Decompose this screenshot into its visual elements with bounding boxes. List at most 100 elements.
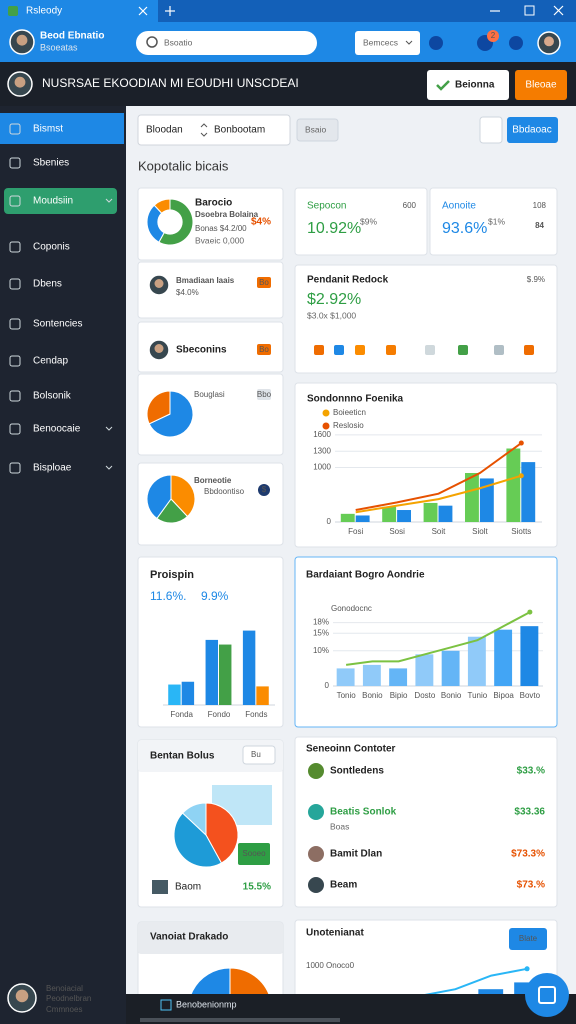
- kpi-extra: 84: [535, 221, 544, 230]
- x-tick-label: Fonds: [245, 710, 267, 719]
- avatar-face: [154, 279, 164, 288]
- chevron: [105, 465, 113, 470]
- legend-icon: [314, 345, 324, 355]
- fab-icon: [538, 986, 556, 1004]
- sidebar-user-name: Benoiacial: [46, 984, 83, 993]
- kpi-card: [294, 187, 428, 256]
- bar: [506, 448, 521, 522]
- line-end-dot: [518, 473, 524, 479]
- icon-button[interactable]: [429, 36, 443, 50]
- pie-slice: [181, 802, 207, 837]
- nav-active: [0, 113, 124, 144]
- search-placeholder: Bsoatio: [164, 37, 193, 47]
- contact-avatar: [308, 846, 324, 862]
- user-name: Beod Ebnatio: [40, 31, 104, 42]
- person-value: $4.0%: [176, 288, 199, 297]
- person-name: Sbeconins: [176, 345, 227, 356]
- nav-item[interactable]: Sbenies: [33, 158, 69, 169]
- x-tick-label: Bipio: [390, 691, 408, 700]
- badge-label: Bo: [259, 345, 269, 354]
- card-title: Bardaiant Bogro Aondrie: [306, 570, 425, 581]
- select-label: Bu: [251, 750, 261, 759]
- sidebar: [0, 106, 126, 1024]
- card-button[interactable]: [509, 928, 547, 950]
- x-tick-label: Bovto: [520, 691, 541, 700]
- avatar-face: [544, 36, 554, 47]
- fab[interactable]: [525, 973, 569, 1017]
- icon-button[interactable]: [509, 36, 523, 50]
- select[interactable]: [242, 745, 276, 765]
- contact-name[interactable]: Bamit Dlan: [330, 849, 382, 860]
- nav-item[interactable]: Dbens: [33, 279, 62, 290]
- tag: [238, 843, 270, 865]
- kpi-label: Aonoite: [442, 201, 476, 212]
- bar: [336, 668, 355, 686]
- check-icon: [436, 80, 450, 91]
- confirm-button[interactable]: [427, 70, 509, 100]
- nav-item[interactable]: Bolsonik: [33, 391, 72, 402]
- pie-slice: [170, 474, 196, 518]
- nav-item[interactable]: Cendap: [33, 356, 68, 367]
- legend-icon: [386, 345, 396, 355]
- filter-select[interactable]: [137, 114, 291, 146]
- nav-item[interactable]: Bismst: [33, 124, 63, 135]
- sidebar-user-meta: Cmmnoes: [46, 1005, 82, 1014]
- pie-slice: [148, 390, 194, 438]
- win-close: [553, 5, 564, 16]
- legend-icon: [494, 345, 504, 355]
- kpi-count: 108: [533, 201, 547, 210]
- nav-item[interactable]: Coponis: [33, 242, 70, 253]
- nav-icon: [9, 123, 21, 135]
- bar: [382, 506, 397, 522]
- action-button[interactable]: [515, 70, 567, 100]
- bar: [168, 684, 181, 705]
- nav-icon: [9, 355, 21, 367]
- chevron: [105, 198, 113, 203]
- contact-name[interactable]: Beam: [330, 880, 357, 891]
- y-tick-label: 1300: [313, 446, 331, 455]
- pie-slice: [205, 802, 239, 864]
- donut-hole: [157, 209, 183, 235]
- contact-name[interactable]: Beatis Sonlok: [330, 807, 397, 818]
- x-tick-label: Bonio: [441, 691, 462, 700]
- search-box[interactable]: [136, 31, 317, 55]
- icon-button[interactable]: [479, 116, 503, 144]
- nav-item[interactable]: Benoocaie: [33, 424, 81, 435]
- nav-item[interactable]: Sontencies: [33, 319, 82, 330]
- contact-name[interactable]: Sontledens: [330, 766, 384, 777]
- pie-slice: [156, 498, 189, 524]
- line-end-dot: [524, 966, 530, 972]
- chevron: [405, 40, 413, 45]
- secondary-button[interactable]: [296, 118, 339, 142]
- bar: [355, 515, 370, 522]
- contact-avatar: [308, 804, 324, 820]
- select-label: Bemcecs: [363, 37, 398, 47]
- card-detail: Bonas $4.2/00: [195, 224, 247, 233]
- bar: [340, 513, 355, 522]
- sidebar-user-role: Peodnelbran: [46, 994, 91, 1003]
- pie-slice: [146, 474, 172, 520]
- badge-label: Bo: [259, 278, 269, 287]
- avatar-face: [14, 76, 26, 88]
- tab[interactable]: [0, 0, 158, 22]
- nav-item[interactable]: Moudsiin: [33, 196, 73, 207]
- select[interactable]: [355, 31, 420, 55]
- bar: [467, 636, 486, 686]
- tag-label: Sooeo: [242, 849, 266, 858]
- kpi-card: [429, 187, 558, 256]
- card-percent: $4%: [251, 217, 271, 228]
- x-tick-label: Bonio: [362, 691, 383, 700]
- nav-item[interactable]: Bisploae: [33, 463, 72, 474]
- bar: [389, 668, 408, 686]
- line-series: [355, 474, 522, 514]
- badge: [487, 30, 499, 42]
- banner-title: NUSRSAE EKOODIAN MI EOUDHI UNSCDEAI: [42, 76, 299, 90]
- contact-value: $33.36: [514, 807, 545, 818]
- x-tick-label: Siotts: [511, 527, 531, 536]
- x-tick-label: Fosi: [348, 527, 363, 536]
- primary-button[interactable]: [507, 117, 558, 143]
- y-tick-label: 10%: [313, 646, 329, 655]
- card-label: 1000 Onoco0: [306, 961, 355, 970]
- taskbar-item[interactable]: Benobenionmp: [176, 999, 237, 1009]
- kpi-label: Sepocon: [307, 201, 346, 212]
